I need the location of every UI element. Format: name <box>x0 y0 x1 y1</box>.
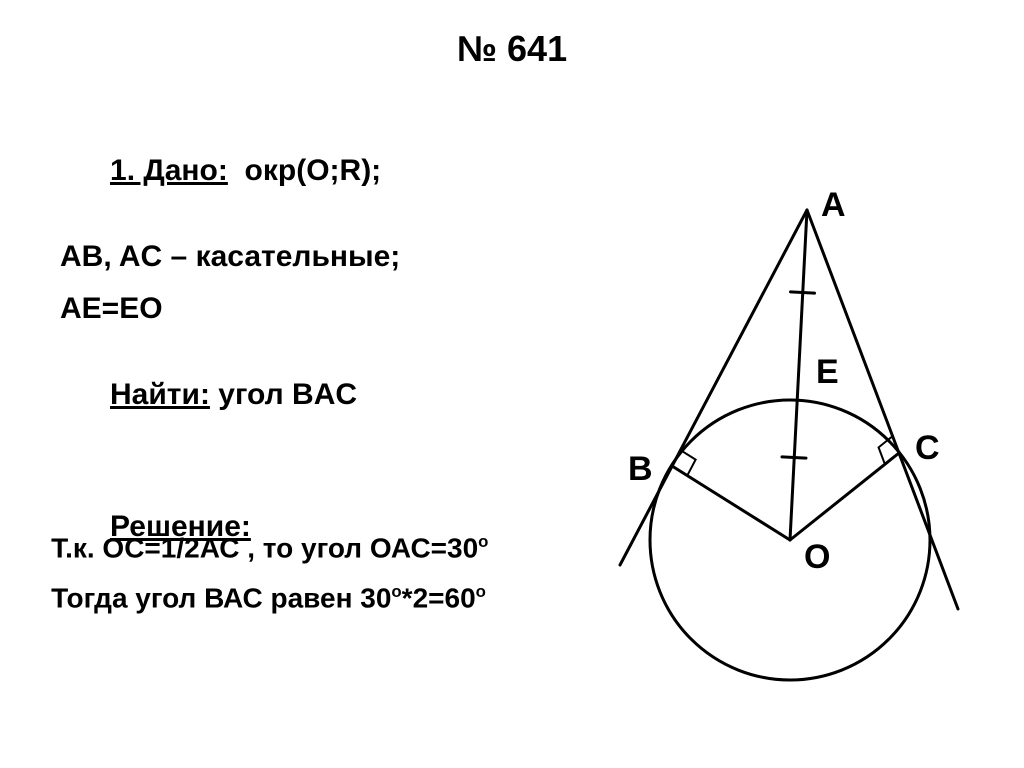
find-line: Найти: угол BAC <box>60 344 580 446</box>
problem-number: № 641 <box>0 28 1024 70</box>
given-expr: окр(O;R); <box>228 154 381 187</box>
svg-text:О: О <box>804 538 830 576</box>
tangents-line: AB, AC – касательные; <box>60 240 580 274</box>
given-label: 1. Дано: <box>110 154 228 187</box>
svg-text:B: B <box>628 450 653 488</box>
solution-line-2: Тогда угол ВАС равен 30о*2=60о <box>20 550 580 646</box>
given-line: 1. Дано: окр(O;R); <box>60 120 580 222</box>
svg-text:C: C <box>915 429 940 467</box>
svg-text:E: E <box>816 353 839 391</box>
geometry-diagram: A E B C О <box>560 170 1000 730</box>
svg-text:A: A <box>821 186 846 224</box>
find-expr: угол BAC <box>210 378 357 411</box>
ae-eo-line: AE=EO <box>60 292 580 326</box>
find-label: Найти: <box>110 378 210 411</box>
